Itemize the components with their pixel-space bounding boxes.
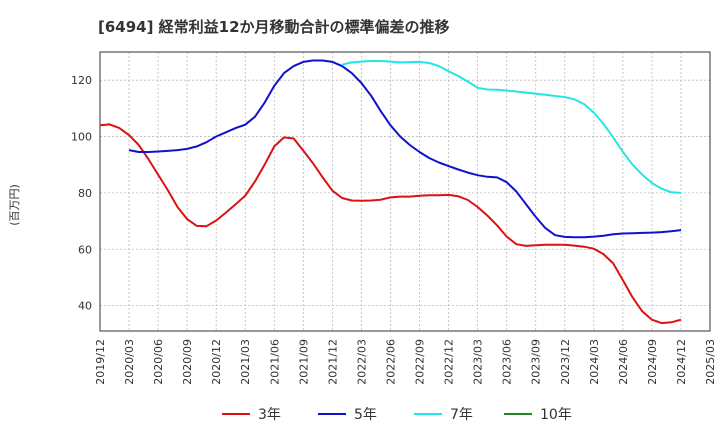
x-tick-label: 2024/12 <box>675 339 688 385</box>
x-tick-label: 2020/06 <box>152 339 165 385</box>
x-tick-label: 2023/12 <box>559 339 572 385</box>
x-tick-label: 2024/06 <box>617 339 630 385</box>
legend: 3年 5年 7年 10年 <box>222 407 572 423</box>
x-tick-label: 2020/12 <box>210 339 223 385</box>
plot-area <box>99 51 711 332</box>
series-line-3 <box>341 60 682 194</box>
x-tick-label: 2019/12 <box>94 339 107 385</box>
x-tick-label: 2023/03 <box>472 339 485 385</box>
y-axis: 40 60 80 100 120 <box>71 74 92 312</box>
x-tick-label: 2022/03 <box>355 339 368 385</box>
y-tick-label: 100 <box>71 131 92 144</box>
series-line-1 <box>99 123 682 325</box>
legend-label: 7年 <box>450 407 473 423</box>
x-axis: 2019/12 2020/03 2020/06 2020/09 2020/12 2021/… <box>94 339 717 385</box>
x-tick-label: 2022/06 <box>384 339 397 385</box>
x-tick-label: 2022/09 <box>414 339 427 385</box>
y-axis-label: (百万円) <box>8 184 21 226</box>
x-tick-label: 2025/03 <box>704 339 717 385</box>
x-tick-label: 2021/06 <box>268 339 281 385</box>
x-tick-label: 2022/12 <box>443 339 456 385</box>
chart-title: [6494] 経常利益12か月移動合計の標準偏差の推移 <box>98 18 450 36</box>
x-tick-label: 2023/09 <box>530 339 543 385</box>
legend-label: 10年 <box>540 407 572 423</box>
x-tick-label: 2021/03 <box>239 339 252 385</box>
series-line-2 <box>128 59 682 239</box>
y-tick-label: 60 <box>78 243 92 256</box>
x-tick-label: 2024/03 <box>588 339 601 385</box>
legend-label: 3年 <box>258 407 281 423</box>
y-tick-label: 120 <box>71 74 92 87</box>
y-tick-label: 80 <box>78 187 92 200</box>
x-tick-label: 2024/09 <box>646 339 659 385</box>
y-tick-label: 40 <box>78 300 92 313</box>
legend-label: 5年 <box>354 407 377 423</box>
x-tick-label: 2021/12 <box>326 339 339 385</box>
x-tick-label: 2023/06 <box>501 339 514 385</box>
x-tick-label: 2021/09 <box>297 339 310 385</box>
grid <box>100 52 710 331</box>
x-tick-label: 2020/09 <box>181 339 194 385</box>
x-tick-label: 2020/03 <box>123 339 136 385</box>
series-group <box>99 59 682 325</box>
